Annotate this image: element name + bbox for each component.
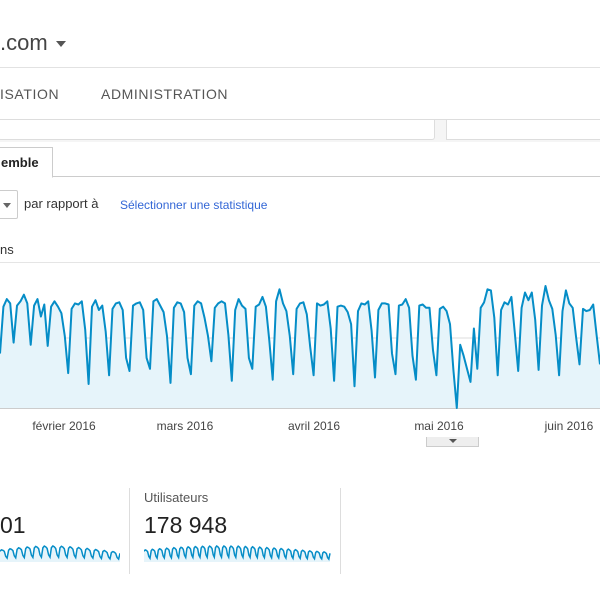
tab-overview-label: emble — [1, 155, 39, 170]
metric-card-users[interactable]: Utilisateurs 178 948 — [131, 488, 341, 574]
sparkline-line — [0, 545, 120, 561]
segment-box[interactable] — [0, 120, 435, 140]
date-controls-band — [0, 120, 600, 142]
metric-card-label: Utilisateurs — [144, 490, 209, 505]
date-range-box[interactable] — [446, 120, 600, 140]
x-tick-label: juin 2016 — [544, 419, 594, 433]
nav-tab-personnalisation[interactable]: ISATION — [0, 86, 60, 102]
chevron-down-icon — [449, 439, 457, 443]
metric-card-value: 01 — [0, 512, 26, 538]
chevron-down-icon — [3, 203, 11, 208]
x-tick-label: avril 2016 — [288, 419, 340, 433]
sessions-chart: février 2016 mars 2016 avril 2016 mai 2016 j… — [0, 262, 600, 438]
site-title: .com — [0, 30, 48, 55]
sessions-series-line — [0, 285, 600, 409]
collapse-chart-button[interactable] — [426, 437, 479, 447]
main-nav: ISATION ADMINISTRATION — [0, 68, 600, 120]
x-tick-label: mars 2016 — [157, 419, 214, 433]
tab-overview[interactable]: emble — [0, 147, 53, 178]
chevron-down-icon — [55, 41, 66, 47]
chart-svg: février 2016 mars 2016 avril 2016 mai 2016 j… — [0, 262, 600, 433]
sessions-area-fill — [0, 286, 600, 408]
top-bar: .com — [0, 0, 600, 68]
metric-card-value: 178 948 — [144, 512, 228, 538]
sparkline — [144, 544, 331, 562]
metric-controls: par rapport à Sélectionner une statistiq… — [0, 190, 600, 220]
report-tabs: emble — [0, 142, 600, 178]
x-tick-label: mai 2016 — [414, 419, 464, 433]
compare-label: par rapport à — [24, 196, 99, 211]
sparkline — [0, 545, 120, 562]
nav-tab-administration[interactable]: ADMINISTRATION — [101, 86, 229, 102]
account-selector[interactable]: .com — [0, 30, 66, 56]
chart-series-label: ns — [0, 242, 14, 257]
sparkline-line — [144, 544, 331, 561]
select-metric-link[interactable]: Sélectionner une statistique — [120, 198, 268, 212]
metric-card-sessions[interactable]: 01 — [0, 488, 130, 574]
metric-dropdown[interactable] — [0, 190, 18, 219]
x-tick-label: février 2016 — [32, 419, 96, 433]
